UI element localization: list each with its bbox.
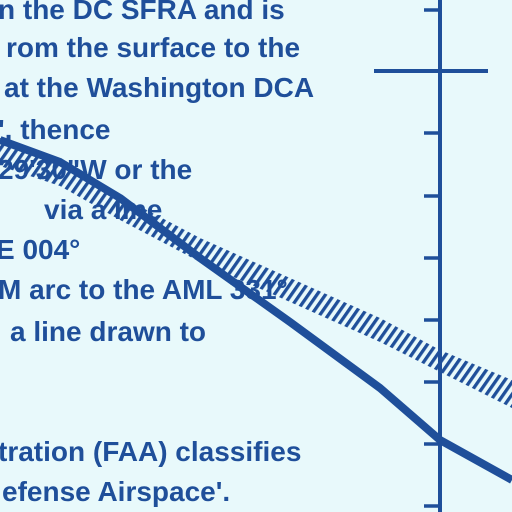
airspace-boundary-hatch: [0, 138, 512, 408]
